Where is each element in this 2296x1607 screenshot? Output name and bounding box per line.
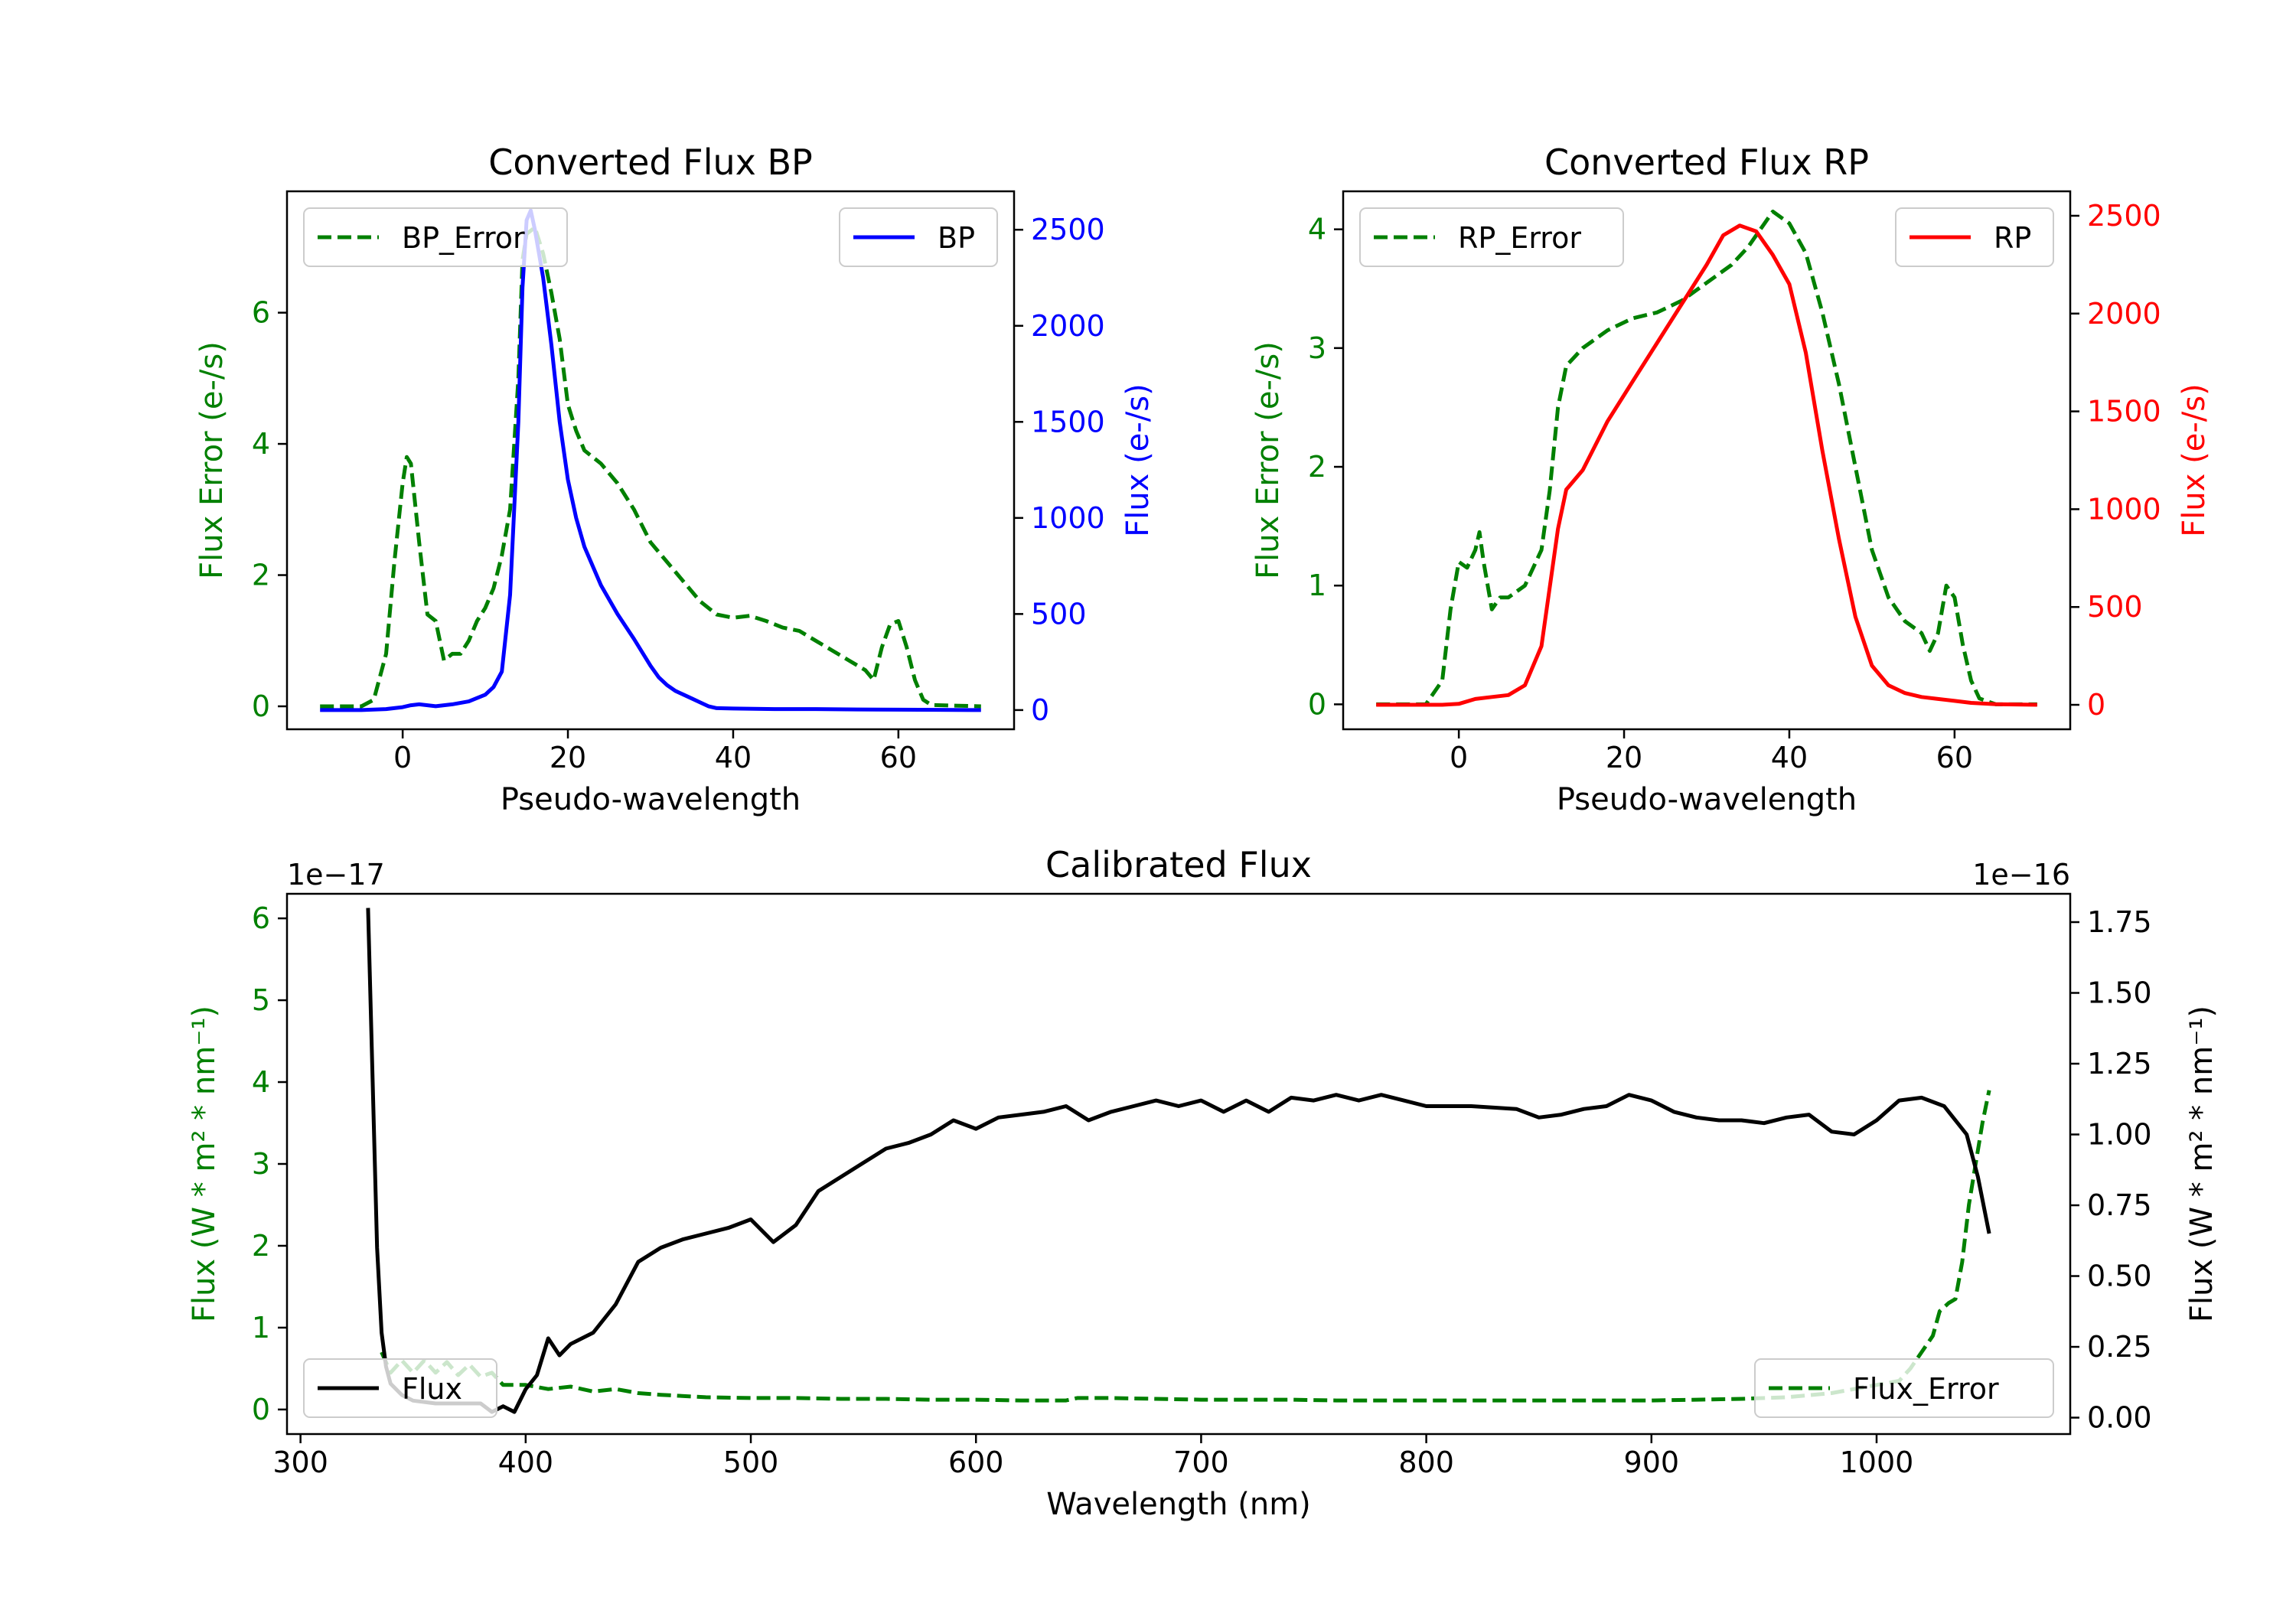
- x-tick-label: 40: [715, 741, 752, 774]
- left-y-axis-label-bp: Flux Error (e-/s): [194, 341, 230, 579]
- right-y-axis-label-rp: Flux (e-/s): [2177, 383, 2212, 536]
- left-y-axis-label-rp: Flux Error (e-/s): [1251, 341, 1286, 579]
- series-line-rp-error: [1376, 209, 2037, 706]
- chart-title-bp: Converted Flux BP: [488, 142, 813, 183]
- right-y-axis-label-calibrated: Flux (W * m² * nm⁻¹): [2184, 1006, 2219, 1322]
- left-y-tick-label: 5: [252, 983, 270, 1017]
- left-y-tick-label: 1: [1308, 569, 1326, 602]
- series-line-flux: [366, 908, 1991, 1414]
- x-tick-label: 0: [1450, 741, 1468, 774]
- series-line-bp: [320, 208, 981, 712]
- x-tick-label: 40: [1771, 741, 1808, 774]
- series-line-flux-error: [380, 1090, 1991, 1403]
- legend-box: [303, 207, 568, 267]
- plot-frame-rp: [1342, 190, 2072, 731]
- right-y-tick-label: 0.00: [2087, 1401, 2152, 1435]
- x-tick-label: 700: [1173, 1446, 1229, 1479]
- legend-label: RP_Error: [1458, 221, 1581, 255]
- legend-rp-error: RP_Error: [1359, 207, 1624, 267]
- legend-box: [303, 1358, 497, 1418]
- x-tick-label: 600: [948, 1446, 1004, 1479]
- right-y-tick-label: 1000: [2087, 492, 2161, 526]
- left-y-tick-label: 6: [252, 296, 270, 330]
- legend-rp: RP: [1895, 207, 2054, 267]
- right-y-tick-label: 0.50: [2087, 1260, 2152, 1293]
- right-y-tick-label: 2500: [2087, 199, 2161, 233]
- x-tick-label: 0: [393, 741, 412, 774]
- right-y-tick-label: 1.25: [2087, 1047, 2152, 1081]
- left-y-tick-label: 0: [1308, 687, 1326, 721]
- right-y-tick-label: 0.75: [2087, 1188, 2152, 1222]
- left-y-tick-label: 6: [252, 901, 270, 935]
- x-tick-label: 1000: [1840, 1446, 1914, 1479]
- right-y-tick-label: 500: [2087, 590, 2143, 624]
- right-y-tick-label: 0: [1031, 693, 1049, 727]
- right-y-tick-label: 0: [2087, 688, 2105, 722]
- x-axis-label-bp: Pseudo-wavelength: [501, 782, 801, 817]
- plot-frame-calibrated: [285, 892, 2072, 1436]
- legend-label: BP: [938, 221, 975, 255]
- legend-bp: BP: [839, 207, 998, 267]
- right-y-tick-label: 2000: [1031, 309, 1105, 343]
- left-y-tick-label: 4: [252, 427, 270, 461]
- right-y-tick-label: 2000: [2087, 297, 2161, 331]
- left-y-tick-label: 3: [252, 1147, 270, 1181]
- x-tick-label: 900: [1624, 1446, 1680, 1479]
- left-y-tick-label: 2: [252, 1229, 270, 1263]
- chart-title-calibrated: Calibrated Flux: [1045, 844, 1312, 885]
- left-y-tick-label: 3: [1308, 331, 1326, 365]
- left-y-tick-label: 4: [252, 1065, 270, 1099]
- x-tick-label: 300: [272, 1446, 328, 1479]
- legend-label: Flux_Error: [1853, 1372, 1999, 1406]
- x-axis-label-rp: Pseudo-wavelength: [1557, 782, 1857, 817]
- series-line-rp: [1376, 223, 2037, 707]
- x-tick-label: 20: [1606, 741, 1642, 774]
- x-tick-label: 20: [550, 741, 586, 774]
- legend-label: BP_Error: [402, 221, 525, 255]
- chart-bp: Converted Flux BP0 20 40 60Pseudo-wavelengt…: [194, 142, 1156, 817]
- legend-label: RP: [1994, 221, 2031, 255]
- legend-flux-error: Flux_Error: [1754, 1358, 2054, 1418]
- chart-rp: Converted Flux RP0 20 40 60Pseudo-wavelengt…: [1251, 142, 2212, 817]
- left-y-tick-label: 1: [252, 1311, 270, 1345]
- legend-box: [839, 207, 998, 267]
- right-y-tick-label: 1.50: [2087, 976, 2152, 1010]
- series-line-bp-error: [320, 225, 981, 709]
- legend-label: Flux: [402, 1372, 462, 1406]
- left-y-tick-label: 2: [1308, 450, 1326, 484]
- x-tick-label: 800: [1398, 1446, 1454, 1479]
- x-tick-label: 60: [1936, 741, 1973, 774]
- right-y-tick-label: 1000: [1031, 501, 1105, 535]
- x-tick-label: 500: [723, 1446, 779, 1479]
- legend-box: [1359, 207, 1624, 267]
- left-y-tick-label: 4: [1308, 213, 1326, 246]
- left-y-tick-label: 2: [252, 559, 270, 592]
- right-y-tick-label: 1500: [2087, 395, 2161, 429]
- x-tick-label: 400: [498, 1446, 554, 1479]
- x-tick-label: 60: [880, 741, 917, 774]
- chart-title-rp: Converted Flux RP: [1544, 142, 1869, 183]
- plot-frame-bp: [285, 190, 1016, 731]
- x-axis-label-calibrated: Wavelength (nm): [1046, 1487, 1311, 1522]
- right-y-tick-label: 2500: [1031, 213, 1105, 246]
- legend-flux: Flux: [303, 1358, 497, 1418]
- legend-box: [1895, 207, 2054, 267]
- left-y-tick-label: 0: [252, 689, 270, 723]
- right-y-tick-label: 0.25: [2087, 1330, 2152, 1364]
- legend-box: [1754, 1358, 2054, 1418]
- right-y-tick-label: 1.75: [2087, 905, 2152, 939]
- right-y-tick-label: 1500: [1031, 405, 1105, 438]
- chart-calibrated: Calibrated Flux 300 400 500 600 700 800 900 1000…: [187, 844, 2219, 1522]
- left-y-offset-label: 1e−17: [287, 858, 385, 892]
- right-y-offset-label: 1e−16: [1972, 858, 2070, 892]
- left-y-tick-label: 0: [252, 1393, 270, 1426]
- right-y-tick-label: 500: [1031, 597, 1087, 631]
- left-y-axis-label-calibrated: Flux (W * m² * nm⁻¹): [187, 1006, 222, 1322]
- right-y-axis-label-bp: Flux (e-/s): [1120, 383, 1156, 536]
- legend-bp-error: BP_Error: [303, 207, 568, 267]
- right-y-tick-label: 1.00: [2087, 1118, 2152, 1152]
